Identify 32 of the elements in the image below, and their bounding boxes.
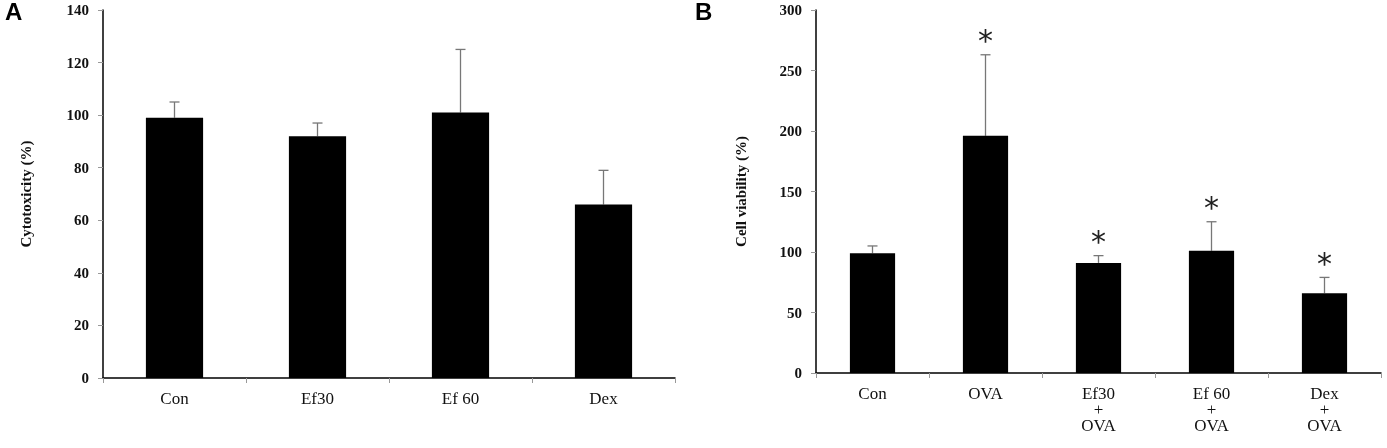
x-tick-label: Dex + OVA [1307, 383, 1343, 435]
y-tick-label: 250 [779, 62, 802, 79]
x-tick-label: Ef30 [300, 388, 335, 408]
x-tick-label: Con [858, 383, 888, 403]
annotation: * [1317, 245, 1332, 281]
y-tick-label: 0 [794, 365, 802, 381]
y-tick-label: 200 [779, 123, 802, 139]
annotation: * [1091, 224, 1106, 260]
x-tick-label: Ef 60 + OVA [1192, 383, 1231, 435]
y-tick-label: 50 [787, 304, 802, 321]
y-tick-label: 300 [779, 2, 802, 18]
y-tick-label: 40 [74, 264, 89, 281]
y-tick-label: 140 [66, 2, 89, 18]
y-tick-label: 100 [66, 107, 89, 124]
x-tick-label: Con [160, 388, 190, 408]
y-axis-title: Cell viability (%) [732, 136, 750, 247]
y-tick-label: 0 [81, 370, 89, 386]
y-tick-label: 80 [74, 159, 89, 176]
annotation: * [978, 23, 993, 59]
chart-title: A [5, 0, 23, 25]
y-tick-label: 120 [66, 54, 89, 71]
y-tick-label: 150 [779, 183, 802, 200]
x-tick-label: Ef30 + OVA [1081, 383, 1117, 435]
chart-title: B [695, 0, 713, 25]
y-tick-label: 100 [779, 244, 802, 260]
annotation: * [1204, 190, 1219, 226]
y-tick-label: 60 [74, 212, 89, 229]
x-tick-label: OVA [968, 383, 1004, 403]
x-tick-label: Ef 60 [441, 388, 480, 408]
y-tick-label: 20 [74, 317, 89, 334]
x-tick-label: Dex [589, 388, 619, 408]
y-axis-title: Cytotoxicity (%) [17, 140, 35, 248]
